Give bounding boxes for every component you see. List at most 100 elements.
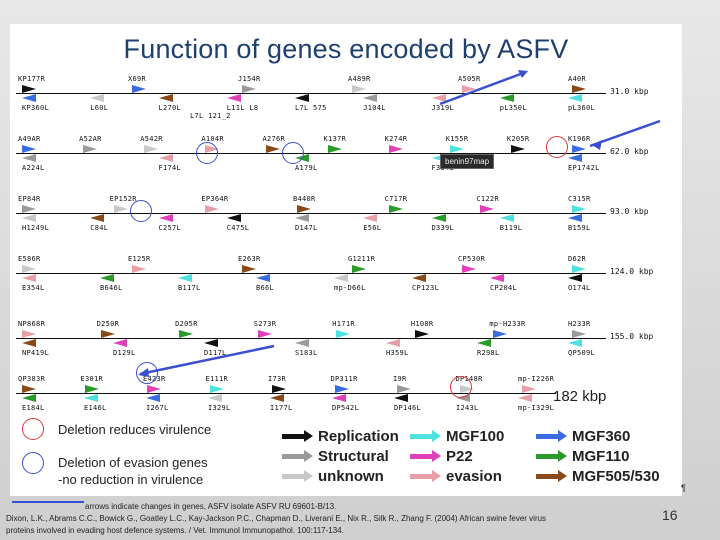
gene-arrow-forward (397, 385, 411, 393)
gene-label-bottom: B119L (499, 224, 523, 232)
gene-arrow-reverse (568, 274, 582, 282)
gene-label-top: A542R (140, 135, 163, 143)
gene-arrow-reverse (113, 339, 127, 347)
gene-label-top: K274R (384, 135, 408, 143)
gene-arrow-reverse (84, 394, 98, 402)
key-label: unknown (318, 468, 384, 485)
gene-arrow-reverse (295, 94, 309, 102)
gene-label-top: K196R (568, 135, 591, 143)
gene-arrow-reverse (158, 94, 173, 102)
gene-label-bottom: D147L (295, 224, 318, 232)
gene-arrow-reverse (363, 94, 378, 102)
gene-label-bottom: A179L (295, 164, 318, 172)
gene-arrow-forward (572, 265, 586, 273)
gene-label-bottom: S183L (295, 349, 318, 357)
gene-label-top: CP530R (458, 255, 486, 263)
annotation-arrowhead-2 (592, 140, 602, 150)
gene-label-bottom: B159L (568, 224, 591, 232)
legend-blue-circle-text-1: Deletion of evasion genes (58, 455, 208, 470)
key-label: MGF100 (446, 428, 505, 445)
gene-arrow-reverse (386, 339, 400, 347)
gene-label-bottom: KP360L (22, 104, 50, 112)
gene-label-top: K205R (506, 135, 530, 143)
key-label: MGF505/530 (572, 468, 660, 485)
gene-arrow-reverse (518, 394, 532, 402)
genome-line (16, 93, 606, 94)
gene-label-bottom: H1249L (22, 224, 50, 232)
virulence-highlight-circle (196, 142, 218, 164)
gene-label-bottom: C84L (90, 224, 109, 232)
gene-label-top: E586R (18, 255, 41, 263)
benin97map-tag: benin97map (440, 154, 495, 169)
gene-label-bottom: L270L (158, 104, 182, 112)
gene-arrow-reverse (22, 94, 36, 102)
gene-label-bottom: I267L (146, 404, 169, 412)
gene-arrow-forward (572, 85, 586, 93)
gene-arrow-forward (334, 385, 349, 393)
gene-label-top: B440R (293, 195, 316, 203)
gene-label-bottom: pL360L (568, 104, 596, 112)
gene-arrow-reverse (226, 214, 241, 222)
gene-arrow-forward (22, 85, 36, 93)
gene-label-bottom: H359L (386, 349, 409, 357)
citation-line-1: Dixon, L.K., Abrams C.C., Bowick G., Goa… (6, 514, 547, 523)
gene-arrow-reverse (158, 154, 173, 162)
gene-label-bottom: B66L (256, 284, 275, 292)
key-label: MGF110 (572, 448, 630, 465)
gene-arrow-reverse (490, 274, 504, 282)
gene-arrow-reverse (394, 394, 408, 402)
gene-arrow-reverse (204, 339, 218, 347)
gene-arrow-forward (22, 330, 36, 338)
gene-label-top: A104R (201, 135, 224, 143)
gene-arrow-reverse (226, 94, 241, 102)
virulence-highlight-circle (136, 362, 158, 384)
gene-arrow-reverse (295, 339, 309, 347)
annotation-arrowhead-3 (138, 368, 149, 377)
gene-arrow-forward (572, 145, 586, 153)
gene-label-top: I9R (393, 375, 407, 383)
gene-arrow-forward (83, 145, 98, 153)
gene-arrow-forward (205, 205, 220, 213)
gene-label-bottom: E354L (22, 284, 45, 292)
annotation-arrow-2 (589, 119, 661, 148)
note-text: arrows indicate changes in genes, ASFV i… (85, 502, 337, 511)
gene-arrow-reverse (431, 94, 446, 102)
row-end-kbp-label: 62.0 kbp (610, 147, 649, 156)
gene-arrow-forward (493, 330, 508, 338)
gene-arrow-reverse (256, 274, 270, 282)
page-number: 16 (662, 507, 678, 523)
gene-label-bottom: B646L (100, 284, 123, 292)
key-label: Replication (318, 428, 399, 445)
gene-arrow-forward (132, 265, 146, 273)
gene-arrow-reverse (334, 274, 348, 282)
gene-label-bottom: I243L (456, 404, 479, 412)
gene-arrow-forward (449, 145, 464, 153)
key-label: MGF360 (572, 428, 631, 445)
gene-arrow-forward (113, 205, 128, 213)
gene-label-bottom: A224L (22, 164, 45, 172)
gene-arrow-reverse (412, 274, 426, 282)
gene-arrow-forward (22, 205, 36, 213)
slide: Function of genes encoded by ASFV 31.0 k… (10, 24, 682, 496)
gene-arrow-forward (266, 145, 281, 153)
row-end-kbp-label: 93.0 kbp (610, 207, 649, 216)
gene-arrow-reverse (208, 394, 222, 402)
gene-arrow-forward (572, 330, 586, 338)
gene-arrow-reverse (90, 214, 105, 222)
gene-arrow-forward (297, 205, 311, 213)
red-circle-legend-icon (22, 418, 44, 440)
gene-label-bottom: pL350L (499, 104, 527, 112)
gene-arrow-forward (144, 145, 159, 153)
gene-arrow-reverse (22, 154, 36, 162)
gene-label-top: NP868R (18, 320, 46, 328)
gene-label-top: G1211R (348, 255, 376, 263)
legend-blue-circle-text-2: -no reduction in virulence (58, 472, 204, 487)
gene-arrow-forward (572, 205, 586, 213)
gene-label-bottom: L60L (90, 104, 109, 112)
gene-label-bottom: J104L (363, 104, 386, 112)
key-label: P22 (446, 448, 473, 465)
gene-arrow-forward (272, 385, 286, 393)
gene-label-bottom: J319L (431, 104, 455, 112)
gene-label-top: H171R (332, 320, 355, 328)
gene-label-top: E301R (80, 375, 104, 383)
